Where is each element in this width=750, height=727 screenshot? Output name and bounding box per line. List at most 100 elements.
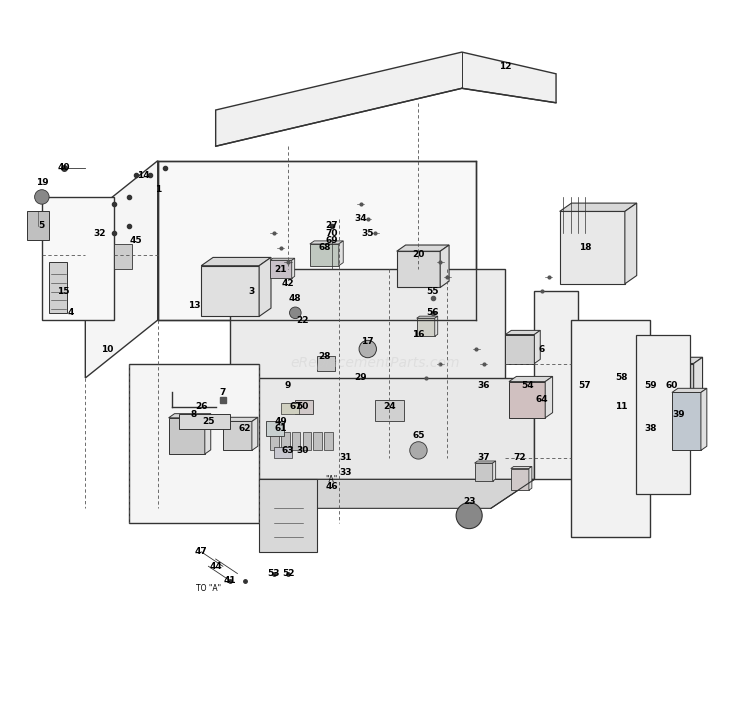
Polygon shape [230,269,506,458]
Polygon shape [417,318,435,337]
Text: 44: 44 [209,562,222,571]
Polygon shape [650,357,703,364]
Bar [302,433,311,451]
Text: 46: 46 [326,482,338,491]
Text: 16: 16 [413,330,424,339]
Polygon shape [42,197,114,320]
Text: 34: 34 [354,214,367,223]
Bar [324,433,333,451]
Polygon shape [270,260,292,278]
Polygon shape [493,461,496,481]
Polygon shape [310,244,339,266]
Text: 9: 9 [285,381,291,390]
Text: 35: 35 [362,228,374,238]
Polygon shape [201,266,259,316]
Text: 23: 23 [463,497,476,505]
Polygon shape [509,377,553,382]
Text: 59: 59 [644,381,656,390]
Circle shape [359,340,376,358]
Text: 22: 22 [296,316,309,324]
Text: 48: 48 [289,294,302,303]
Polygon shape [506,330,540,334]
Polygon shape [292,258,295,278]
Polygon shape [223,422,252,451]
Text: 25: 25 [202,417,214,426]
Text: 60: 60 [666,381,678,390]
Text: 52: 52 [282,569,294,578]
Text: 54: 54 [520,381,533,390]
Text: 18: 18 [579,243,591,252]
Bar [274,447,292,458]
Text: "A": "A" [326,475,338,484]
Text: 67: 67 [289,403,302,411]
Text: 13: 13 [188,301,200,310]
Polygon shape [511,468,529,490]
Polygon shape [475,463,493,481]
Polygon shape [509,382,545,418]
Polygon shape [201,257,271,266]
Bar [259,479,317,552]
Text: 47: 47 [195,547,208,556]
Text: 28: 28 [318,352,331,361]
Text: 55: 55 [427,286,439,296]
Circle shape [34,190,49,204]
Text: 5: 5 [39,222,45,230]
Text: 31: 31 [340,453,352,462]
Polygon shape [440,245,449,287]
Text: 58: 58 [615,374,628,382]
Text: 50: 50 [296,403,309,411]
Polygon shape [216,52,556,146]
Circle shape [290,307,302,318]
Text: 27: 27 [326,222,338,230]
Bar [636,334,690,494]
Polygon shape [158,479,534,508]
Polygon shape [129,364,259,523]
Bar [375,400,404,422]
Text: 63: 63 [282,446,294,455]
Text: 11: 11 [615,403,628,411]
Bar [314,433,322,451]
Text: 32: 32 [94,228,106,238]
Bar [280,403,299,414]
Bar [317,356,335,371]
Polygon shape [435,316,438,337]
Text: 26: 26 [195,403,208,411]
Text: 7: 7 [220,388,226,397]
Polygon shape [650,364,694,436]
Text: 15: 15 [57,286,70,296]
Polygon shape [701,388,706,451]
Text: 12: 12 [499,62,512,71]
Text: 49: 49 [274,417,287,426]
Text: 64: 64 [536,395,548,404]
Bar [49,262,68,313]
Text: 3: 3 [249,286,255,296]
Polygon shape [625,203,637,284]
Bar [280,433,290,451]
Polygon shape [534,291,578,479]
Text: 70: 70 [326,228,338,238]
Text: 62: 62 [238,424,251,433]
Polygon shape [223,417,258,422]
Polygon shape [86,161,158,378]
Text: 57: 57 [579,381,591,390]
Text: 39: 39 [673,410,686,419]
Polygon shape [506,334,534,364]
Polygon shape [560,212,625,284]
Text: 68: 68 [318,243,331,252]
Polygon shape [672,388,706,393]
Text: 6: 6 [538,345,544,353]
Text: 69: 69 [326,236,338,245]
Text: 4: 4 [68,308,74,317]
Text: 36: 36 [478,381,490,390]
Polygon shape [201,378,534,479]
Polygon shape [179,414,230,429]
Text: eReplacementParts.com: eReplacementParts.com [290,356,460,371]
Text: 30: 30 [296,446,309,455]
Text: 29: 29 [354,374,367,382]
Polygon shape [560,203,637,212]
Text: 61: 61 [274,424,287,433]
Text: 14: 14 [137,171,149,180]
Text: 1: 1 [154,185,160,194]
Polygon shape [475,461,496,463]
Text: 17: 17 [362,337,374,346]
